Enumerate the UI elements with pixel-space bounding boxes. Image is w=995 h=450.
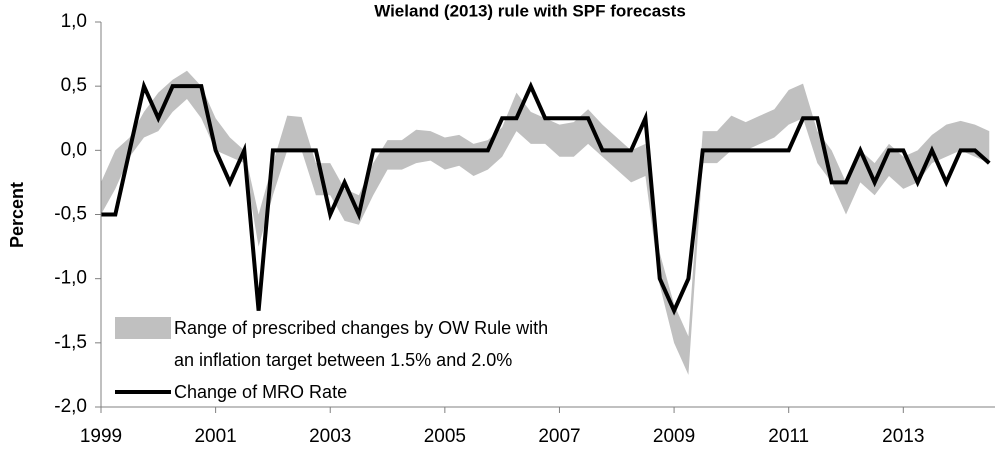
legend-label: Range of prescribed changes by OW Rule w… [174, 318, 549, 370]
x-tick-label: 1999 [80, 426, 122, 447]
chart-title: Wieland (2013) rule with SPF forecasts [374, 1, 686, 20]
range-band [101, 70, 990, 375]
y-tick-label: -0,5 [54, 204, 87, 225]
line [101, 79, 991, 316]
x-tick-label: 2007 [538, 426, 580, 447]
legend-swatch [115, 317, 171, 339]
y-tick-label: -2,0 [54, 396, 87, 417]
x-tick-label: 2013 [882, 426, 924, 447]
y-tick-label: 1,0 [61, 11, 87, 32]
x-tick-label: 2011 [768, 426, 809, 447]
y-axis-label: Percent [7, 182, 27, 248]
y-tick-label: -1,5 [54, 332, 87, 353]
y-tick-label: 0,5 [61, 75, 87, 96]
x-tick-label: 2009 [653, 426, 695, 447]
legend-label: Change of MRO Rate [174, 382, 348, 402]
y-tick-label: 0,0 [61, 139, 87, 160]
x-tick-label: 2003 [309, 426, 351, 447]
x-tick-label: 2005 [424, 426, 466, 447]
plot-area [101, 70, 991, 375]
y-tick-label: -1,0 [54, 268, 87, 289]
x-tick-label: 2001 [194, 426, 236, 447]
